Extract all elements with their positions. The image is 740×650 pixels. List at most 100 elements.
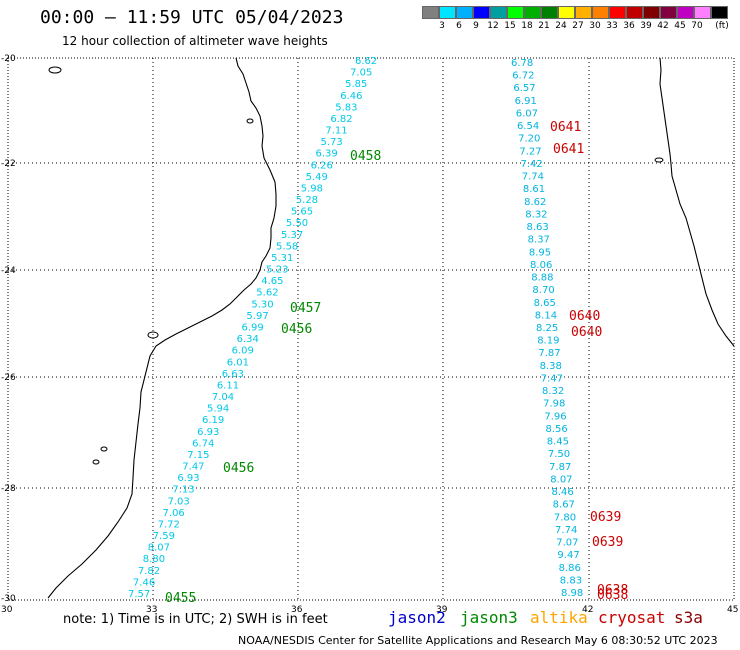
wave-height-value: 7.03 [167,496,189,507]
scale-swatch [524,6,541,19]
scale-unit: (ft) [715,21,729,31]
wave-height-value: 8.46 [551,487,573,498]
scale-label: 9 [473,21,479,31]
wave-height-value: 8.32 [542,386,564,397]
pass-time-label: 0638 [597,583,628,598]
wave-height-value: 8.07 [148,543,170,554]
wave-height-value: 6.74 [192,438,214,449]
wave-height-value: 7.80 [554,512,576,523]
lat-tick-label: -22 [1,159,16,169]
wave-height-value: 7.98 [543,399,565,410]
scale-swatch [541,6,558,19]
wave-height-value: 6.07 [516,108,538,119]
wave-height-value: 7.27 [519,146,541,157]
wave-height-value: 7.04 [212,392,234,403]
scale-label: 12 [487,21,499,31]
wave-height-value: 7.06 [163,508,185,519]
wave-height-value: 7.87 [538,348,560,359]
wave-height-value: 8.62 [524,197,546,208]
wave-height-value: 8.19 [537,336,559,347]
credit-line: NOAA/NESDIS Center for Satellite Applica… [238,634,718,647]
wave-height-value: 8.45 [547,437,569,448]
wave-height-value: 7.57 [128,589,150,600]
scale-label: 39 [640,21,652,31]
wave-height-value: 5.58 [276,241,298,252]
wave-height-value: 7.15 [187,450,209,461]
island [246,118,254,124]
legend-jason2: jason2 [388,608,446,627]
scale-label: 3 [439,21,445,31]
wave-height-value: 6.93 [197,427,219,438]
wave-height-value: 8.14 [535,310,557,321]
wave-height-value: 5.49 [306,172,328,183]
pass-time-label: 0456 [281,322,312,337]
scale-label: 24 [555,21,567,31]
wave-height-value: 6.78 [511,58,533,69]
island [654,157,664,163]
lon-tick-label: 36 [291,605,303,615]
pass-time-label: 0640 [571,325,602,340]
island [48,66,62,74]
wave-height-value: 5.31 [271,253,293,264]
island [100,446,108,452]
wave-height-value: 8.80 [143,554,165,565]
wave-height-value: 8.67 [553,500,575,511]
wave-height-value: 6.93 [177,473,199,484]
wave-height-value: 8.95 [529,247,551,258]
wave-height-value: 7.50 [548,449,570,460]
scale-swatch [694,6,711,19]
pass-time-label: 0458 [350,149,381,164]
wave-height-value: 5.94 [207,404,229,415]
units-note: note: 1) Time is in UTC; 2) SWH is in fe… [63,612,328,627]
lon-tick-label: 42 [582,605,593,615]
scale-swatch [660,6,677,19]
wave-height-value: 7.59 [153,531,175,542]
wave-height-value: 7.74 [522,172,544,183]
wave-height-value: 6.34 [237,334,259,345]
wave-height-value: 8.63 [526,222,548,233]
wave-height-value: 6.72 [512,71,534,82]
scale-swatch [456,6,473,19]
wave-height-value: 7.42 [521,159,543,170]
scale-swatch [643,6,660,19]
wave-height-value: 8.56 [546,424,568,435]
wave-height-value: 5.50 [286,218,308,229]
wave-height-value: 8.88 [531,273,553,284]
lon-tick-label: 39 [436,605,448,615]
scale-label: 15 [504,21,516,31]
scale-swatch [473,6,490,19]
scale-swatch [439,6,456,19]
wave-height-value: 8.07 [550,474,572,485]
pass-time-label: 0638 [597,588,628,603]
lat-tick-label: -24 [1,266,16,276]
legend-cryosat: cryosat [598,608,666,627]
scale-swatch [626,6,643,19]
scale-swatch [558,6,575,19]
scale-label: 27 [572,21,584,31]
wave-height-value: 7.74 [555,525,577,536]
scale-label: 21 [538,21,550,31]
lon-tick-label: 30 [1,605,13,615]
wave-height-value: 7.47 [541,373,563,384]
scale-swatch [711,6,728,19]
wave-height-value: 6.99 [242,323,264,334]
wave-height-value: 5.30 [251,299,273,310]
wave-height-value: 6.09 [232,346,254,357]
pass-time-label: 0456 [223,461,254,476]
lat-tick-label: -20 [1,54,16,64]
wave-height-value: 7.05 [350,68,372,79]
wave-height-value: 8.83 [560,575,582,586]
wave-height-value: 9.47 [557,550,579,561]
map-frame [7,57,735,601]
pass-time-label: 0640 [569,309,600,324]
scale-label: 18 [521,21,533,31]
wave-height-value: 7.20 [518,134,540,145]
wave-height-value: 8.38 [540,361,562,372]
lon-tick-label: 33 [146,605,157,615]
wave-height-value: 6.26 [311,160,333,171]
wave-height-value: 5.85 [345,79,367,90]
wave-height-value: 7.07 [556,538,578,549]
wave-height-value: 7.72 [158,519,180,530]
